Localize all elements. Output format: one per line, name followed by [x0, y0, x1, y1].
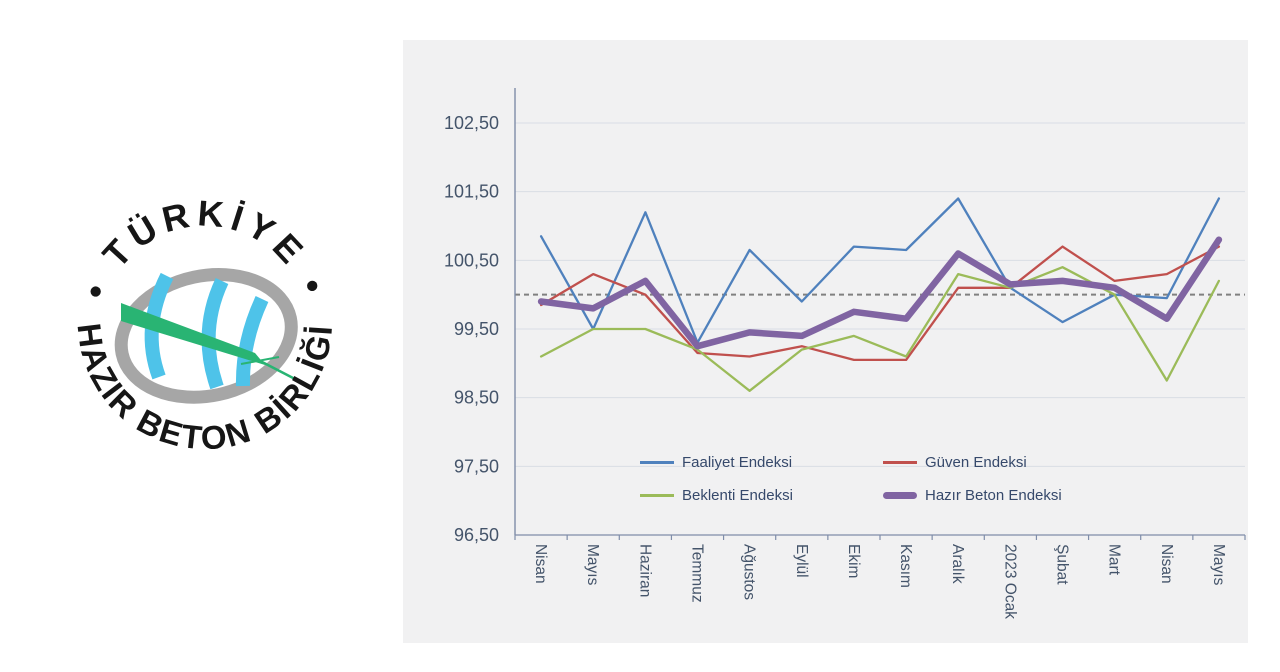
legend-item-hazir-beton: Hazır Beton Endeksi — [883, 487, 1062, 504]
x-axis-label: Şubat — [1054, 544, 1071, 585]
x-axis-label: Mart — [1106, 544, 1123, 576]
logo-top-text: • TÜRKİYE • — [74, 192, 337, 304]
x-axis-label: Kasım — [897, 544, 914, 588]
y-axis-label: 96,50 — [454, 525, 499, 545]
series-line-g-ven-endeksi — [539, 245, 1221, 362]
chart-legend: Faaliyet Endeksi Güven Endeksi Beklenti … — [640, 446, 1062, 512]
chart-panel: 102,50 101,50 100,50 99,50 98,50 97,50 96,50 Ni… — [403, 40, 1248, 643]
y-axis-label: 97,50 — [454, 456, 499, 476]
green-swoosh — [121, 303, 296, 381]
series-line-haz-r-beton-endeksi — [537, 236, 1223, 350]
legend-item-beklenti: Beklenti Endeksi — [640, 487, 883, 504]
x-axis-label: Eylül — [793, 544, 810, 578]
legend-line-swatch-guven — [883, 461, 917, 464]
x-axis-label: Ekim — [845, 544, 862, 578]
x-axis-label: Ağustos — [741, 544, 758, 600]
x-axis-label: Mayıs — [1210, 544, 1227, 586]
x-axis-label: Temmuz — [689, 544, 706, 603]
legend-line-swatch-beklenti — [640, 494, 674, 497]
x-axis-label: Haziran — [636, 544, 653, 597]
legend-label-faaliyet: Faaliyet Endeksi — [682, 454, 793, 471]
legend-label-beklenti: Beklenti Endeksi — [682, 487, 793, 504]
thbb-logo-graphic: • TÜRKİYE • HAZIR BETON BİRLİĞİ — [70, 192, 337, 457]
legend-line-swatch-hazir-beton — [883, 492, 917, 499]
drum-gray-ring — [114, 268, 298, 404]
thbb-logo: • TÜRKİYE • HAZIR BETON BİRLİĞİ — [55, 180, 355, 480]
legend-label-hazir-beton: Hazır Beton Endeksi — [925, 487, 1062, 504]
legend-item-guven: Güven Endeksi — [883, 454, 1062, 471]
x-axis-label: Mayıs — [584, 544, 601, 586]
x-axis-label: Nisan — [1158, 544, 1175, 584]
x-axis-label: Aralık — [949, 544, 966, 584]
drum-emblem — [114, 268, 298, 404]
series-line-faaliyet-endeksi — [539, 197, 1221, 344]
legend-line-swatch-faaliyet — [640, 461, 674, 464]
legend-item-faaliyet: Faaliyet Endeksi — [640, 454, 883, 471]
y-axis-label: 102,50 — [444, 113, 499, 133]
y-axis-label: 101,50 — [444, 182, 499, 202]
x-axis-label: Nisan — [532, 544, 549, 584]
index-line-chart: 102,50 101,50 100,50 99,50 98,50 97,50 96,50 Ni… — [444, 88, 1246, 619]
y-axis-label: 98,50 — [454, 388, 499, 408]
legend-label-guven: Güven Endeksi — [925, 454, 1027, 471]
x-axis-label: 2023 Ocak — [1001, 544, 1018, 619]
series-line-beklenti-endeksi — [539, 266, 1221, 392]
y-axis-label: 99,50 — [454, 319, 499, 339]
y-axis-label: 100,50 — [444, 250, 499, 270]
